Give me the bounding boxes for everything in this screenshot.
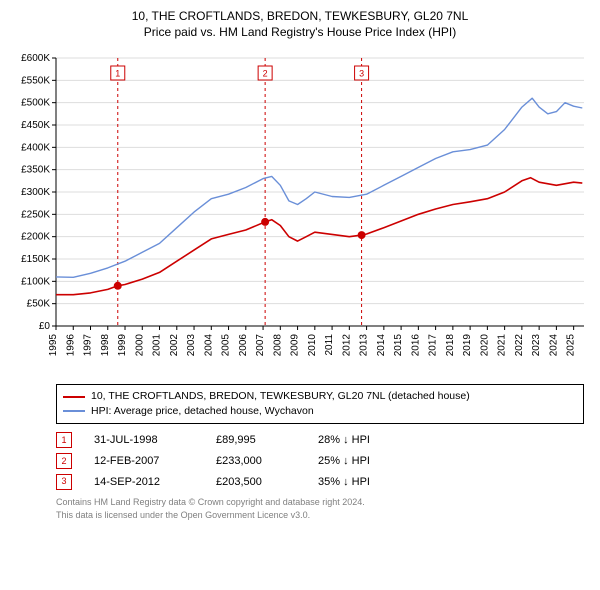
svg-text:2001: 2001 — [152, 334, 163, 357]
svg-text:2008: 2008 — [272, 334, 283, 357]
svg-text:1: 1 — [115, 69, 120, 79]
svg-text:2024: 2024 — [548, 334, 559, 357]
svg-text:£150K: £150K — [21, 254, 50, 265]
transaction-row: 2 12-FEB-2007 £233,000 25% ↓ HPI — [56, 451, 584, 472]
svg-text:2010: 2010 — [307, 334, 318, 357]
svg-text:£600K: £600K — [21, 53, 50, 64]
transaction-date: 12-FEB-2007 — [94, 451, 194, 472]
legend-row: 10, THE CROFTLANDS, BREDON, TEWKESBURY, … — [63, 389, 577, 404]
transaction-date: 14-SEP-2012 — [94, 472, 194, 493]
svg-text:2015: 2015 — [393, 334, 404, 357]
attribution-footer: Contains HM Land Registry data © Crown c… — [56, 496, 584, 520]
page-root: 10, THE CROFTLANDS, BREDON, TEWKESBURY, … — [0, 0, 600, 525]
footer-line-1: Contains HM Land Registry data © Crown c… — [56, 496, 584, 508]
svg-text:2023: 2023 — [531, 334, 542, 357]
transaction-price: £203,500 — [216, 472, 296, 493]
svg-text:2022: 2022 — [514, 334, 525, 357]
svg-text:1997: 1997 — [83, 334, 94, 357]
svg-text:£200K: £200K — [21, 232, 50, 243]
svg-text:2005: 2005 — [221, 334, 232, 357]
svg-text:2011: 2011 — [324, 334, 335, 356]
svg-text:£350K: £350K — [21, 165, 50, 176]
transaction-number-box: 1 — [56, 432, 72, 448]
svg-text:£300K: £300K — [21, 187, 50, 198]
svg-text:£50K: £50K — [27, 299, 51, 310]
svg-text:2017: 2017 — [428, 334, 439, 357]
svg-text:£550K: £550K — [21, 76, 50, 87]
svg-text:1998: 1998 — [100, 334, 111, 357]
svg-text:£400K: £400K — [21, 143, 50, 154]
svg-text:1996: 1996 — [65, 334, 76, 357]
svg-text:2019: 2019 — [462, 334, 473, 357]
svg-text:2020: 2020 — [479, 334, 490, 357]
svg-text:3: 3 — [359, 69, 364, 79]
svg-text:2000: 2000 — [134, 334, 145, 357]
transaction-date: 31-JUL-1998 — [94, 430, 194, 451]
svg-text:2014: 2014 — [376, 334, 387, 357]
svg-text:2006: 2006 — [238, 334, 249, 357]
svg-text:2018: 2018 — [445, 334, 456, 357]
legend-swatch — [63, 396, 85, 398]
transaction-row: 3 14-SEP-2012 £203,500 35% ↓ HPI — [56, 472, 584, 493]
svg-text:2: 2 — [263, 69, 268, 79]
legend: 10, THE CROFTLANDS, BREDON, TEWKESBURY, … — [56, 384, 584, 423]
svg-text:2003: 2003 — [186, 334, 197, 357]
legend-label: 10, THE CROFTLANDS, BREDON, TEWKESBURY, … — [91, 389, 470, 404]
svg-text:2016: 2016 — [410, 334, 421, 357]
price-chart: £0 £50K £100K £150K £200K £250K £300K £350K £400… — [6, 48, 594, 378]
transaction-diff: 35% ↓ HPI — [318, 472, 408, 493]
svg-text:1995: 1995 — [48, 334, 59, 357]
transaction-price: £89,995 — [216, 430, 296, 451]
svg-text:1999: 1999 — [117, 334, 128, 357]
transaction-diff: 25% ↓ HPI — [318, 451, 408, 472]
transaction-number-box: 2 — [56, 453, 72, 469]
svg-text:2004: 2004 — [203, 334, 214, 357]
svg-text:2013: 2013 — [359, 334, 370, 357]
title-line-1: 10, THE CROFTLANDS, BREDON, TEWKESBURY, … — [6, 8, 594, 24]
svg-text:£450K: £450K — [21, 120, 50, 131]
svg-text:2002: 2002 — [169, 334, 180, 357]
transaction-row: 1 31-JUL-1998 £89,995 28% ↓ HPI — [56, 430, 584, 451]
svg-text:£250K: £250K — [21, 210, 50, 221]
svg-text:£500K: £500K — [21, 98, 50, 109]
svg-text:2025: 2025 — [566, 334, 577, 357]
svg-text:2007: 2007 — [255, 334, 266, 357]
svg-text:2012: 2012 — [341, 334, 352, 357]
legend-label: HPI: Average price, detached house, Wych… — [91, 404, 314, 419]
legend-row: HPI: Average price, detached house, Wych… — [63, 404, 577, 419]
legend-swatch — [63, 410, 85, 412]
footer-line-2: This data is licensed under the Open Gov… — [56, 509, 584, 521]
svg-text:£0: £0 — [39, 321, 51, 332]
transaction-number-box: 3 — [56, 474, 72, 490]
svg-text:2021: 2021 — [497, 334, 508, 357]
svg-text:2009: 2009 — [290, 334, 301, 357]
transaction-diff: 28% ↓ HPI — [318, 430, 408, 451]
transaction-price: £233,000 — [216, 451, 296, 472]
title-line-2: Price paid vs. HM Land Registry's House … — [6, 24, 594, 40]
title-block: 10, THE CROFTLANDS, BREDON, TEWKESBURY, … — [6, 8, 594, 40]
svg-text:£100K: £100K — [21, 277, 50, 288]
transaction-table: 1 31-JUL-1998 £89,995 28% ↓ HPI 2 12-FEB-2007… — [56, 430, 584, 493]
chart-svg: £0 £50K £100K £150K £200K £250K £300K £350K £400… — [6, 48, 594, 378]
